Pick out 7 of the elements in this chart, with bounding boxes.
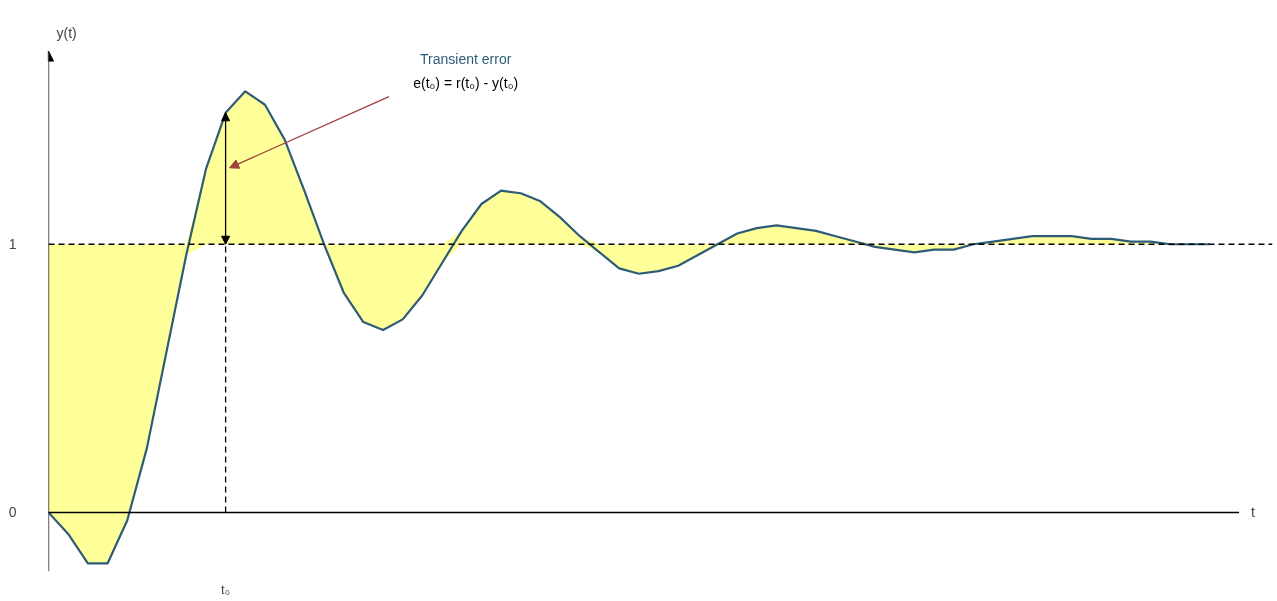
x-axis-title: t: [1251, 504, 1256, 521]
annotation: e(t₀) = r(t₀) - y(t₀): [413, 75, 519, 92]
annotation: Transient error: [420, 51, 512, 68]
y-tick-label: 1: [8, 236, 17, 253]
y-tick-label: 0: [8, 504, 17, 521]
y-axis-title: y(t): [56, 25, 77, 42]
x-tick-label: t₀: [221, 581, 231, 597]
